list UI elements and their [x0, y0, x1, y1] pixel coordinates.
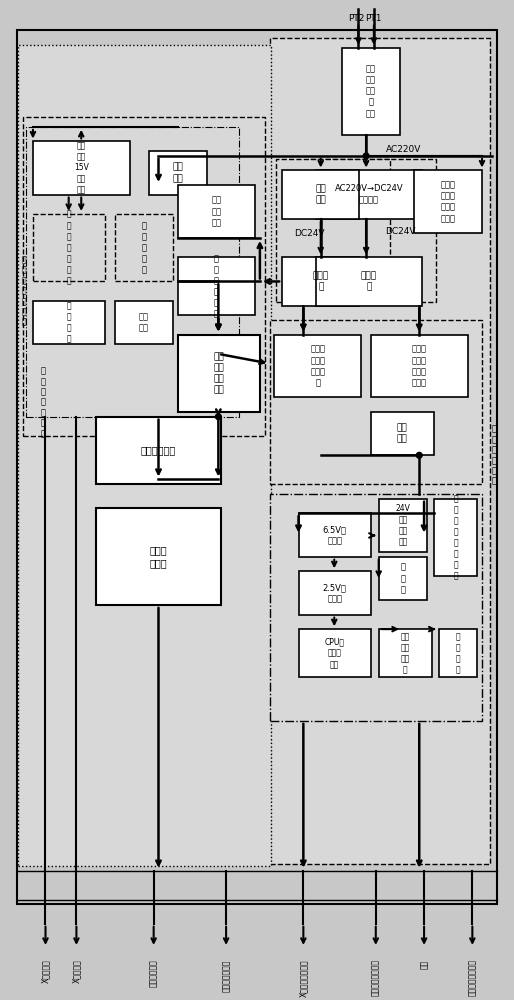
Text: 低压变
变电源
装置电
器: 低压变 变电源 装置电 器	[310, 345, 325, 387]
Bar	[438, 629, 477, 677]
Text: 交流电源装置电器: 交流电源装置电器	[468, 959, 477, 996]
Bar	[19, 45, 271, 866]
Text: 24V
电源
电器
装置: 24V 电源 电器 装置	[395, 504, 410, 546]
Bar	[414, 170, 482, 233]
Text: 低压电气量采集: 低压电气量采集	[222, 959, 231, 992]
Bar	[299, 629, 371, 677]
Bar	[178, 257, 255, 315]
Bar	[33, 301, 105, 344]
Text: 电源管
理电器: 电源管 理电器	[150, 545, 167, 568]
Bar	[178, 335, 260, 412]
Text: 优先级
控制及
电源切
换电器: 优先级 控制及 电源切 换电器	[412, 345, 427, 387]
Text: 用电管理装置: 用电管理装置	[149, 959, 158, 987]
Text: 发放
电源
充电: 发放 电源 充电	[211, 196, 222, 227]
Text: 蓄
电
池: 蓄 电 池	[400, 563, 406, 594]
Text: 第一
电源
切换
电器: 第一 电源 切换 电器	[213, 352, 224, 394]
Text: 蓄
电
池
管
理
装
置: 蓄 电 池 管 理 装 置	[22, 255, 27, 327]
Circle shape	[215, 414, 221, 420]
Circle shape	[363, 153, 369, 159]
Text: DC24V: DC24V	[293, 229, 324, 238]
Bar	[33, 214, 105, 281]
Text: X关合信号: X关合信号	[41, 959, 50, 983]
Bar	[371, 335, 468, 397]
Text: 第一
电源: 第一 电源	[397, 424, 408, 444]
Text: 蓄
电
池
管
理
装
置: 蓄 电 池 管 理 装 置	[40, 366, 45, 438]
Bar	[379, 557, 427, 600]
Bar	[316, 257, 422, 306]
Circle shape	[416, 452, 422, 458]
Text: 工作: 工作	[419, 959, 429, 969]
Text: 蓄电
池及
15V
稳压
电源: 蓄电 池及 15V 稳压 电源	[74, 141, 89, 195]
Text: 稳压
电源: 稳压 电源	[172, 163, 183, 183]
Bar	[342, 48, 400, 135]
Bar	[96, 508, 221, 605]
Text: X分闸信号: X分闸信号	[72, 959, 81, 983]
Bar	[115, 301, 173, 344]
Text: 用电管理装置用电: 用电管理装置用电	[371, 959, 380, 996]
Bar	[274, 335, 361, 397]
Text: 交
流
电
源
装
置: 交 流 电 源 装 置	[491, 425, 496, 486]
Text: 稳压
电源: 稳压 电源	[139, 312, 149, 333]
Text: 6.5V稳
压电源: 6.5V稳 压电源	[323, 525, 347, 545]
Bar	[282, 257, 359, 306]
Bar	[115, 214, 173, 281]
Bar	[33, 141, 130, 195]
Text: 发
放
电
源
电
器: 发 放 电 源 电 器	[214, 254, 219, 319]
Text: 充
电
电
源: 充 电 电 源	[67, 301, 71, 344]
Text: PT2: PT2	[348, 14, 364, 23]
Bar	[379, 499, 427, 552]
Bar	[299, 571, 371, 615]
Bar	[269, 494, 482, 721]
Text: PT1: PT1	[365, 14, 382, 23]
Text: 工
作
电
源
装
置
电
器: 工 作 电 源 装 置 电 器	[453, 494, 458, 581]
Text: AC220V: AC220V	[386, 145, 421, 154]
Bar	[96, 417, 221, 484]
Text: 蓄
电
池
管
理
单
元: 蓄 电 池 管 理 单 元	[67, 210, 71, 285]
Bar	[269, 320, 482, 484]
Bar	[269, 38, 490, 864]
Text: 充
放
电
控
制: 充 放 电 控 制	[141, 221, 146, 274]
Text: 2.5V稳
压电源: 2.5V稳 压电源	[323, 583, 346, 603]
Bar	[26, 127, 238, 417]
Bar	[277, 159, 390, 302]
Bar	[371, 412, 434, 455]
Text: DC24V: DC24V	[386, 227, 416, 236]
Bar	[282, 170, 359, 219]
Bar	[299, 513, 371, 557]
Text: X关合信号及电源: X关合信号及电源	[299, 959, 308, 997]
Bar	[379, 629, 432, 677]
Bar	[316, 170, 422, 219]
Text: CPU控
制关系
电路: CPU控 制关系 电路	[325, 638, 345, 669]
Bar	[310, 159, 436, 302]
Text: 发放电
源: 发放电 源	[313, 271, 329, 292]
Text: 储
能
电
器: 储 能 电 器	[455, 632, 460, 674]
Text: AC220V→DC24V
开关电源: AC220V→DC24V 开关电源	[335, 184, 403, 205]
Text: 交流
一切
一电
源
装置: 交流 一切 一电 源 装置	[366, 65, 376, 118]
Bar	[23, 117, 265, 436]
Bar	[178, 185, 255, 238]
Text: 通信
及控
制电
器: 通信 及控 制电 器	[400, 632, 410, 674]
Text: 充电
电源: 充电 电源	[316, 184, 326, 205]
Text: 交流电
源断路
检测装
置电器: 交流电 源断路 检测装 置电器	[440, 181, 456, 223]
Text: 发放电
源: 发放电 源	[361, 271, 377, 292]
Bar	[149, 151, 207, 195]
Bar	[434, 499, 477, 576]
Text: 电源管理电器: 电源管理电器	[141, 445, 176, 455]
